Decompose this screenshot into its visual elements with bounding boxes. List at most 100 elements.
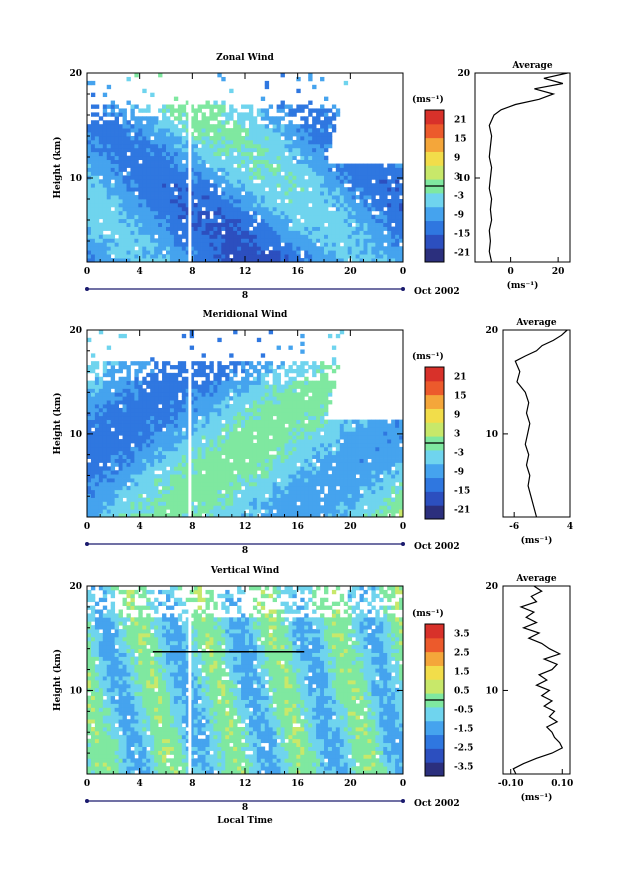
heatmap-cell — [308, 419, 313, 424]
heatmap-cell — [324, 199, 329, 204]
heatmap-cell — [209, 513, 214, 518]
heatmap-cell — [90, 112, 96, 117]
heatmap-cell — [391, 238, 396, 243]
heatmap-cell — [292, 175, 297, 180]
heatmap-cell — [241, 136, 246, 141]
heatmap-cell — [162, 163, 167, 168]
heatmap-cell — [201, 388, 206, 393]
heatmap-cell — [130, 501, 135, 506]
heatmap-cell — [268, 171, 274, 176]
heatmap-cell — [166, 175, 171, 180]
heatmap-cell — [158, 497, 163, 502]
heatmap-cell — [245, 139, 250, 145]
heatmap-cell — [181, 104, 187, 109]
heatmap-cell — [90, 497, 96, 502]
heatmap-cell — [395, 254, 400, 259]
heatmap-cell — [138, 108, 143, 113]
heatmap-cell — [264, 112, 270, 117]
heatmap-cell — [339, 254, 345, 259]
heatmap-cell — [264, 400, 270, 405]
heatmap-cell — [268, 392, 274, 397]
heatmap-cell — [110, 136, 116, 141]
heatmap-cell — [146, 404, 151, 409]
heatmap-cell — [126, 423, 131, 428]
heatmap-cell — [383, 187, 388, 192]
heatmap-cell — [375, 246, 380, 251]
heatmap-cell — [138, 388, 143, 393]
heatmap-cell — [122, 163, 127, 168]
heatmap-cell — [106, 493, 112, 498]
heatmap-cell — [237, 187, 242, 192]
heatmap-cell — [134, 501, 139, 506]
heatmap-cell — [288, 171, 293, 176]
heatmap-cell — [272, 446, 277, 452]
heatmap-cell — [284, 474, 289, 479]
heatmap-cell — [87, 132, 92, 137]
heatmap-cell — [142, 505, 147, 510]
heatmap-cell — [237, 388, 242, 393]
heatmap-cell — [300, 466, 305, 471]
heatmap-cell — [300, 167, 305, 172]
colorbar-swatch — [425, 220, 444, 235]
heatmap-cell — [87, 505, 92, 510]
heatmap-cell — [248, 143, 254, 149]
heatmap-cell — [395, 230, 400, 235]
heatmap-cell — [304, 505, 309, 510]
heatmap-cell — [217, 242, 222, 247]
heatmap-cell — [252, 446, 258, 452]
heatmap-cell — [94, 419, 100, 424]
heatmap-cell — [110, 128, 116, 133]
heatmap-cell — [169, 450, 175, 456]
heatmap-cell — [245, 250, 250, 255]
heatmap-cell — [94, 427, 100, 432]
heatmap-cell — [284, 384, 289, 389]
heatmap-cell — [193, 187, 198, 192]
heatmap-cell — [288, 226, 293, 231]
heatmap-cell — [189, 234, 195, 239]
heatmap-cell — [122, 396, 127, 401]
colorbar-tick-label: -9 — [454, 211, 464, 221]
heatmap-cell — [304, 202, 309, 208]
heatmap-cell — [280, 116, 285, 121]
heatmap-cell — [296, 489, 301, 495]
heatmap-cell — [229, 88, 234, 94]
heatmap-cell — [233, 120, 238, 125]
heatmap-cell — [181, 513, 187, 518]
heatmap-cell — [106, 509, 112, 514]
heatmap-cell — [146, 242, 151, 247]
heatmap-cell — [217, 388, 222, 393]
heatmap-cell — [102, 179, 108, 184]
heatmap-cell — [150, 226, 155, 231]
heatmap-cell — [288, 218, 293, 224]
heatmap-cell — [272, 372, 277, 378]
heatmap-cell — [233, 202, 238, 208]
heatmap-cell — [213, 175, 218, 180]
heatmap-cell — [205, 218, 210, 224]
heatmap-cell — [185, 246, 191, 251]
heatmap-cell — [193, 368, 198, 374]
heatmap-cell — [327, 139, 333, 145]
heatmap-cell — [252, 454, 258, 459]
heatmap-cell — [233, 143, 238, 149]
heatmap-cell — [229, 361, 234, 366]
heatmap-cell — [347, 167, 353, 172]
heatmap-cell — [308, 493, 313, 498]
heatmap-cell — [197, 124, 202, 129]
heatmap-cell — [252, 481, 258, 487]
heatmap-cell — [142, 361, 147, 366]
heatmap-cell — [138, 199, 143, 204]
heatmap-cell — [245, 493, 250, 498]
heatmap-cell — [233, 132, 238, 137]
heatmap-cell — [304, 454, 309, 459]
heatmap-cell — [248, 427, 254, 432]
heatmap-cell — [260, 365, 266, 370]
heatmap-cell — [233, 171, 238, 176]
heatmap-cell — [308, 128, 313, 133]
heatmap-cell — [134, 376, 139, 382]
heatmap-cell — [241, 187, 246, 192]
heatmap-cell — [185, 392, 191, 397]
heatmap-cell — [154, 206, 159, 212]
heatmap-cell — [300, 384, 305, 389]
heatmap-cell — [189, 155, 195, 161]
heatmap-cell — [154, 361, 159, 366]
